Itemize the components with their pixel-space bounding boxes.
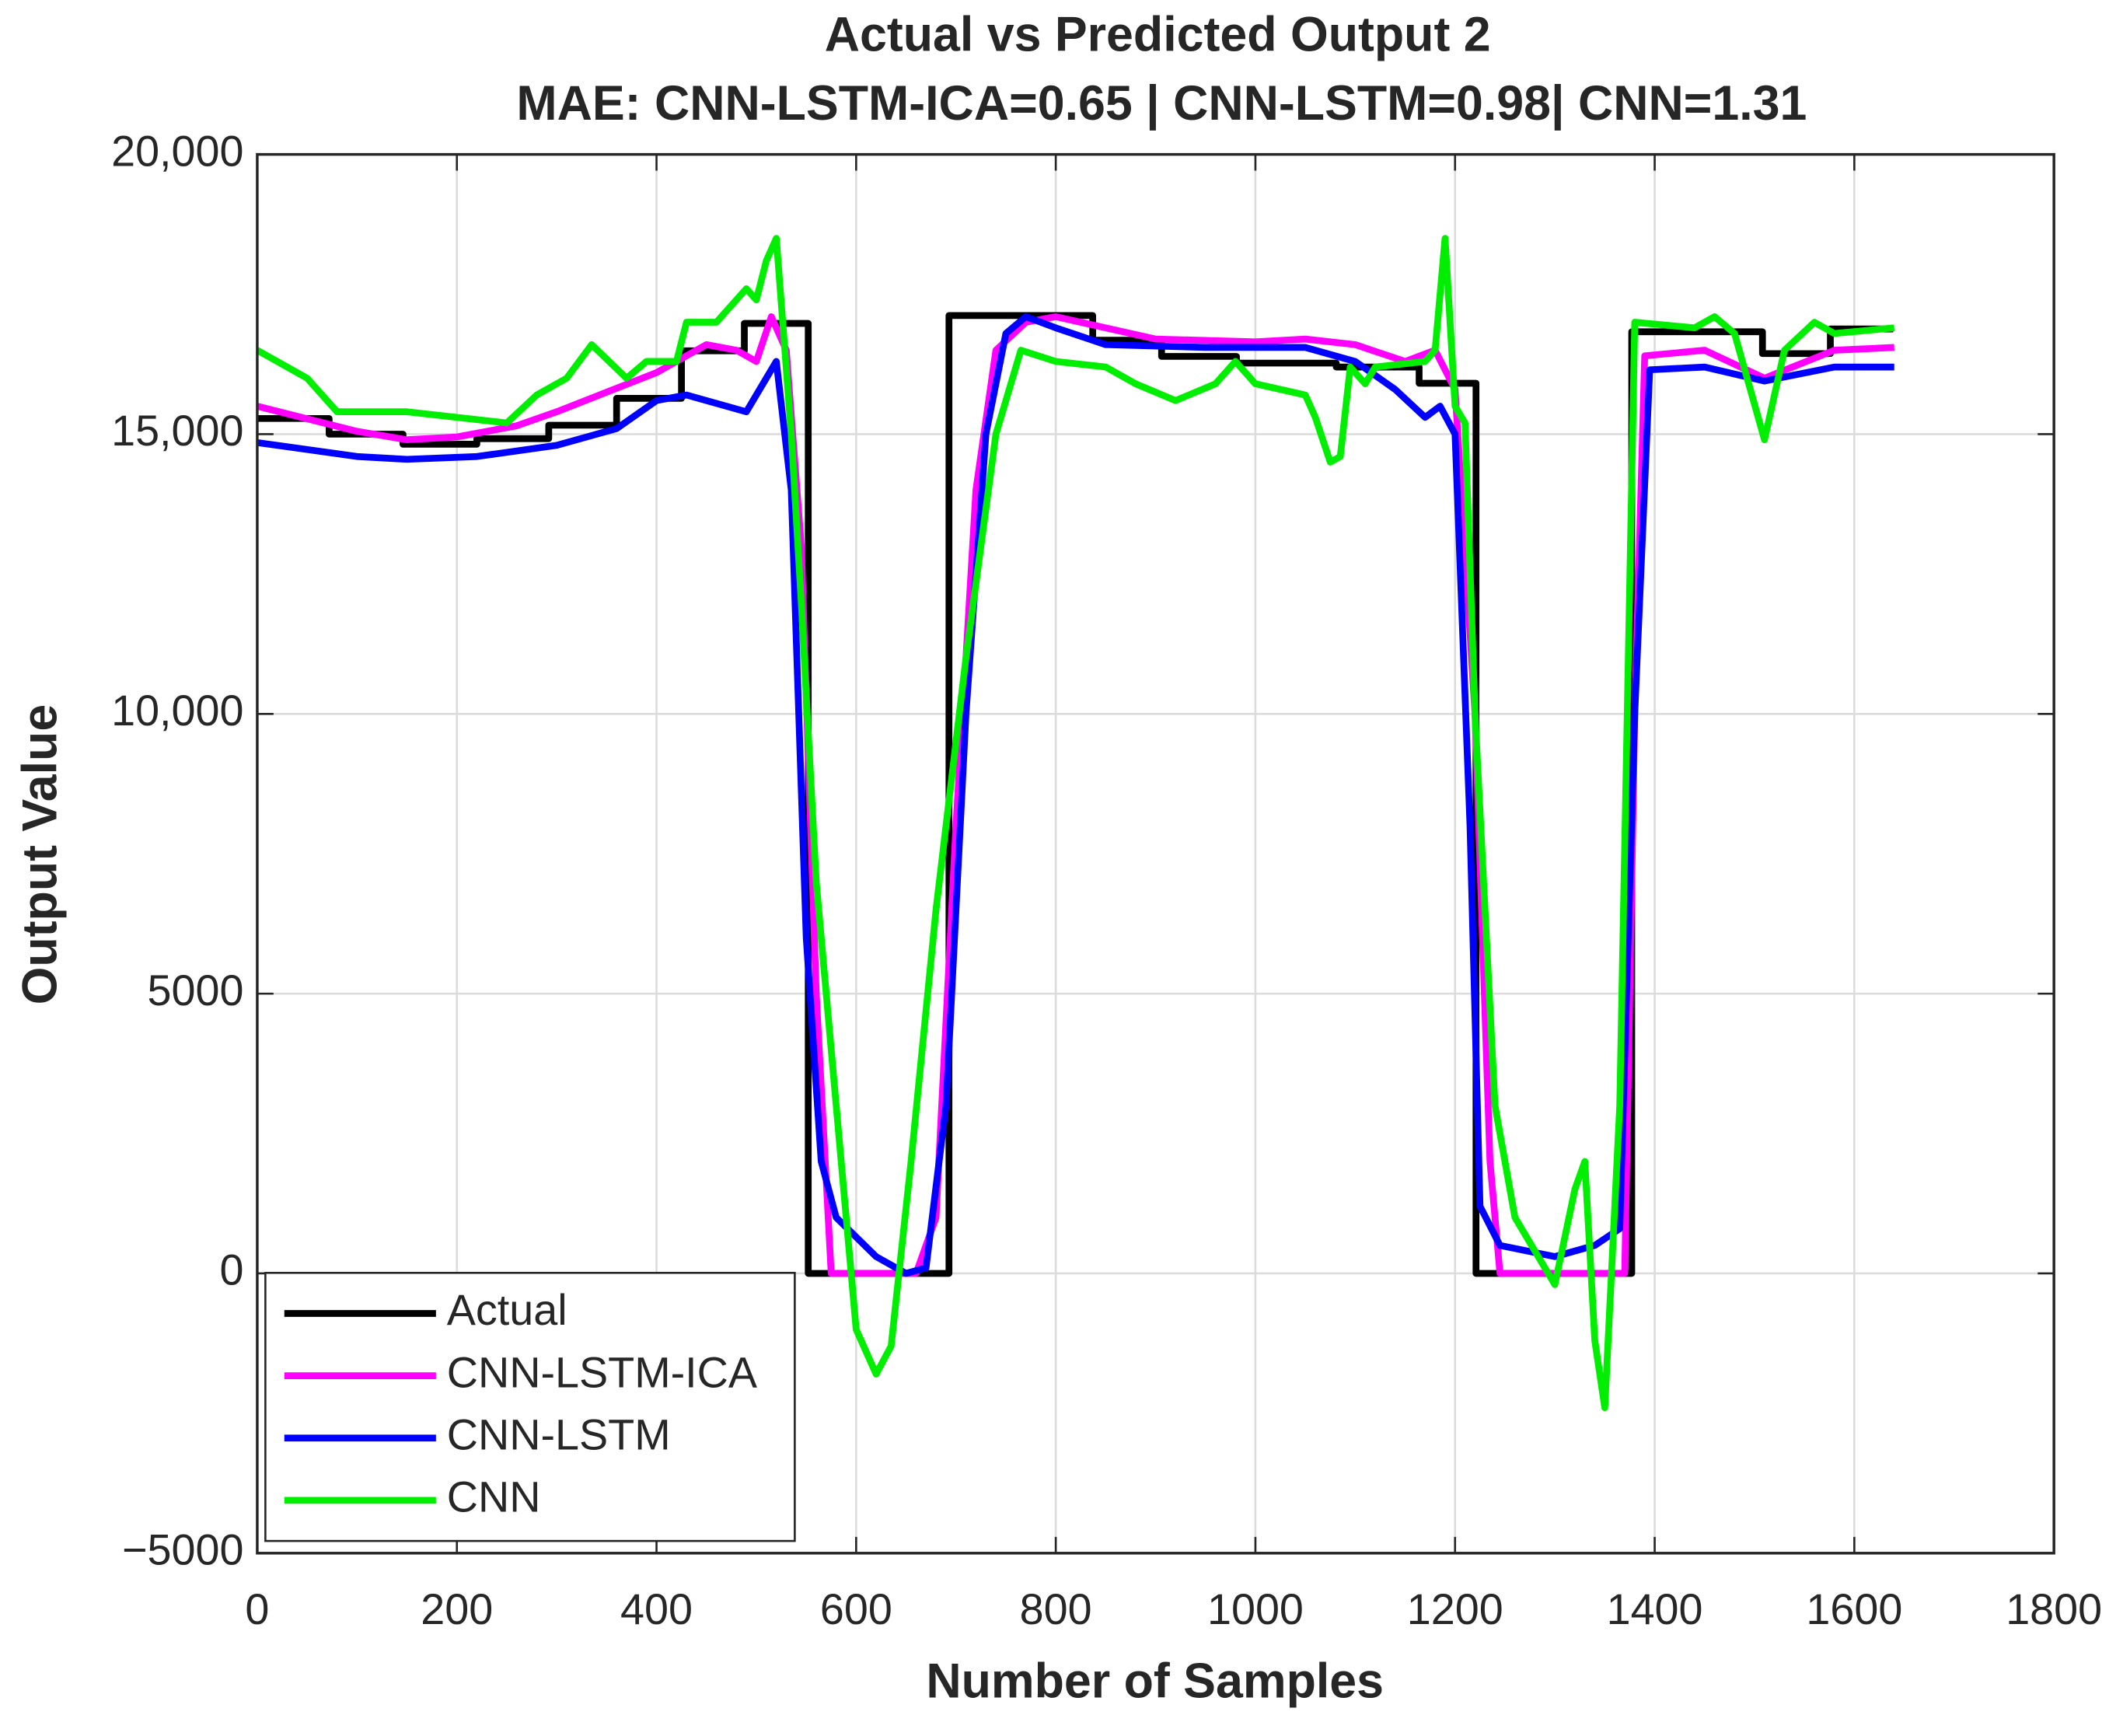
x-tick-label: 400 (620, 1585, 693, 1633)
x-tick-label: 200 (421, 1585, 493, 1633)
x-tick-label: 0 (245, 1585, 269, 1633)
plot-frame (256, 152, 2055, 1555)
x-tick-label: 1200 (1407, 1585, 1503, 1633)
y-tick-label: 20,000 (111, 127, 243, 175)
x-tick-label: 1000 (1207, 1585, 1304, 1633)
legend-label: CNN-LSTM-ICA (447, 1348, 758, 1396)
x-tick-label: 800 (1020, 1585, 1092, 1633)
series-line (255, 235, 1895, 1412)
x-tick-label: 600 (820, 1585, 892, 1633)
x-tick-label: 1800 (2006, 1585, 2102, 1633)
chart-title: Actual vs Predicted Output 2 (825, 7, 1491, 61)
y-tick-label: 5000 (148, 966, 244, 1015)
x-axis-label: Number of Samples (926, 1654, 1384, 1708)
chart-subtitle: MAE: CNN-LSTM-ICA=0.65 | CNN-LSTM=0.98| … (516, 76, 1807, 131)
y-tick-label: 0 (220, 1246, 244, 1294)
y-tick-label: 15,000 (111, 407, 243, 455)
y-tick-label: 10,000 (111, 686, 243, 735)
y-axis-label: Output Value (12, 704, 67, 1005)
legend-label: CNN (447, 1473, 541, 1521)
x-tick-label: 1600 (1806, 1585, 1902, 1633)
legend-box (264, 1271, 796, 1542)
legend-label: Actual (447, 1286, 567, 1334)
legend-label: CNN-LSTM (447, 1410, 671, 1458)
x-tick-label: 1400 (1607, 1585, 1703, 1633)
y-tick-label: −5000 (122, 1526, 244, 1574)
